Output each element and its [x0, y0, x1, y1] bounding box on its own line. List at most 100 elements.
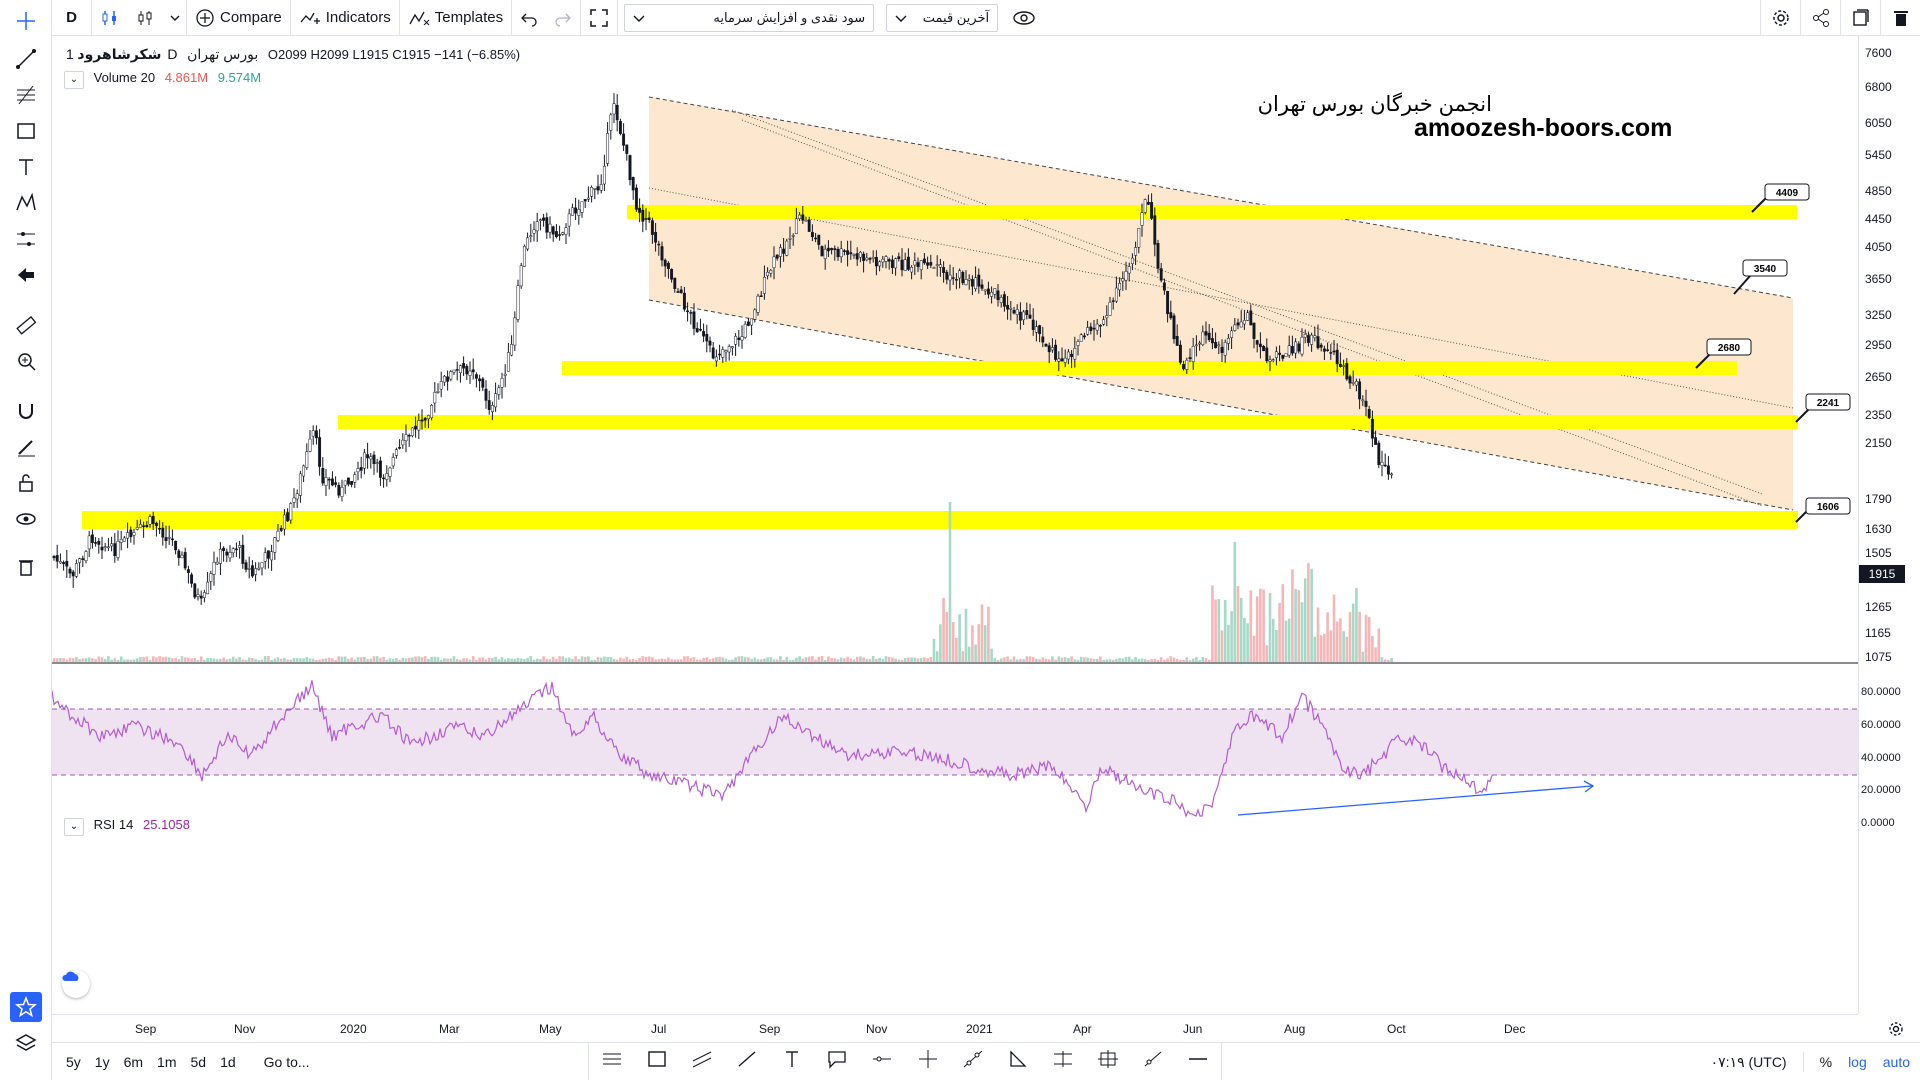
snapshot-icon[interactable]: [1840, 0, 1880, 36]
lock-icon[interactable]: [10, 468, 42, 498]
ruler-icon[interactable]: [10, 310, 42, 340]
redo-icon[interactable]: [546, 0, 582, 36]
volume-bar: [340, 656, 344, 662]
candle-body: [81, 558, 85, 561]
candle-body: [513, 317, 517, 346]
eye-icon[interactable]: [10, 504, 42, 534]
volume-bar: [353, 659, 357, 662]
bars-style-icon[interactable]: [92, 0, 128, 36]
text-icon[interactable]: [10, 152, 42, 182]
volume-bar: [942, 597, 945, 662]
horizontal-ray-icon[interactable]: [871, 1049, 893, 1074]
layers-icon[interactable]: [10, 1028, 42, 1058]
volume-bar: [244, 659, 248, 662]
axis-settings-gear-icon[interactable]: [1887, 1020, 1905, 1043]
dividend-select-value: سود نقدی و افزایش سرمایه: [713, 9, 866, 25]
horizontal-line-icon[interactable]: [1187, 1049, 1209, 1074]
candle-body: [814, 237, 818, 240]
candle-body: [1166, 291, 1170, 315]
ray-icon[interactable]: [1142, 1049, 1164, 1074]
prediction-icon[interactable]: [10, 224, 42, 254]
dividend-select[interactable]: سود نقدی و افزایش سرمایه: [624, 3, 875, 32]
candle-body: [135, 527, 139, 530]
indicators-button[interactable]: Indicators: [291, 0, 400, 36]
undo-icon[interactable]: [512, 0, 546, 36]
box-icon[interactable]: [1097, 1049, 1119, 1074]
volume-bar: [708, 659, 712, 662]
rectangle-icon[interactable]: [646, 1049, 668, 1074]
trend-line-icon[interactable]: [10, 44, 42, 74]
volume-bar: [807, 656, 811, 662]
volume-bar: [1185, 657, 1189, 662]
time-axis[interactable]: Sep Nov 2020 Mar May Jul Sep Nov 2021 Apr Jun Aug Oc…: [52, 1014, 1858, 1042]
percent-toggle[interactable]: %: [1819, 1054, 1833, 1070]
candle-body: [554, 231, 558, 238]
tradingview-logo[interactable]: [62, 970, 90, 998]
volume-bar: [865, 658, 869, 662]
visibility-eye-icon[interactable]: [1004, 0, 1044, 36]
volume-bar: [846, 656, 849, 662]
crosshair-icon[interactable]: [10, 6, 42, 36]
volume-bar: [494, 656, 497, 662]
callout-icon[interactable]: [826, 1049, 848, 1074]
range-6m[interactable]: 6m: [123, 1053, 144, 1070]
chart-pane[interactable]: 4409 3540 2680 2241 1606: [52, 36, 1858, 1014]
interval-button[interactable]: D: [52, 0, 92, 36]
magnet-icon[interactable]: [10, 396, 42, 426]
range-1m[interactable]: 1m: [157, 1053, 177, 1070]
price-source-select[interactable]: آخرین قیمت: [886, 3, 999, 32]
fib-retracement-icon[interactable]: [10, 80, 42, 110]
collapse-volume-button[interactable]: ⌄: [64, 71, 84, 89]
volume-bar: [759, 659, 763, 662]
chart-canvas[interactable]: 4409 3540 2680 2241 1606: [52, 36, 1858, 1014]
channel-zone: [649, 97, 1793, 510]
compare-button[interactable]: Compare: [187, 0, 291, 36]
trash-icon[interactable]: [10, 552, 42, 582]
candle-body: [894, 258, 898, 269]
volume-bar: [830, 657, 833, 662]
measure-icon[interactable]: [1052, 1049, 1074, 1074]
volume-bar: [791, 659, 795, 662]
horizontal-lines-icon[interactable]: [601, 1049, 623, 1074]
volume-bar: [363, 656, 366, 662]
fullscreen-icon[interactable]: [581, 0, 619, 36]
stay-drawing-icon[interactable]: [10, 432, 42, 462]
volume-bar: [1246, 623, 1249, 662]
range-1y[interactable]: 1y: [94, 1053, 110, 1070]
volume-bar: [97, 656, 101, 662]
goto-button[interactable]: Go to...: [263, 1053, 310, 1070]
volume-bar: [833, 658, 837, 662]
chevron-down-icon[interactable]: [164, 0, 187, 36]
price-axis[interactable]: 7600 6800 6050 5450 4850 4450 4050 3650 3250 2950…: [1858, 36, 1920, 1036]
extended-line-icon[interactable]: [962, 1049, 984, 1074]
log-toggle[interactable]: log: [1848, 1054, 1867, 1070]
parallel-channel-icon[interactable]: [691, 1049, 713, 1074]
volume-bar: [369, 658, 373, 662]
time-tick: Nov: [234, 1022, 256, 1036]
rectangle-icon[interactable]: [10, 116, 42, 146]
auto-toggle[interactable]: auto: [1882, 1054, 1910, 1070]
candle-body: [1079, 334, 1083, 342]
settings-gear-icon[interactable]: [1760, 0, 1800, 36]
templates-button[interactable]: Templates: [400, 0, 513, 36]
candle-body: [833, 248, 837, 251]
volume-bar: [647, 656, 651, 662]
delete-trash-icon[interactable]: [1880, 0, 1920, 36]
triangle-icon[interactable]: [1007, 1049, 1029, 1074]
arrow-left-icon[interactable]: [10, 260, 42, 290]
range-5y[interactable]: 5y: [66, 1053, 81, 1070]
favorites-star-icon[interactable]: [10, 992, 42, 1022]
share-icon[interactable]: [1800, 0, 1840, 36]
pattern-icon[interactable]: [10, 188, 42, 218]
candle-body: [1316, 336, 1320, 349]
candles-style-icon[interactable]: [128, 0, 164, 36]
collapse-rsi-button[interactable]: ⌄: [64, 818, 84, 836]
candle-body: [1370, 418, 1374, 439]
text-icon[interactable]: [781, 1049, 803, 1074]
trend-line-icon[interactable]: [736, 1049, 758, 1074]
range-5d[interactable]: 5d: [190, 1053, 207, 1070]
zoom-in-icon[interactable]: [10, 346, 42, 376]
volume-bar: [1259, 588, 1262, 662]
cross-line-icon[interactable]: [917, 1049, 939, 1074]
range-1d[interactable]: 1d: [220, 1053, 236, 1070]
